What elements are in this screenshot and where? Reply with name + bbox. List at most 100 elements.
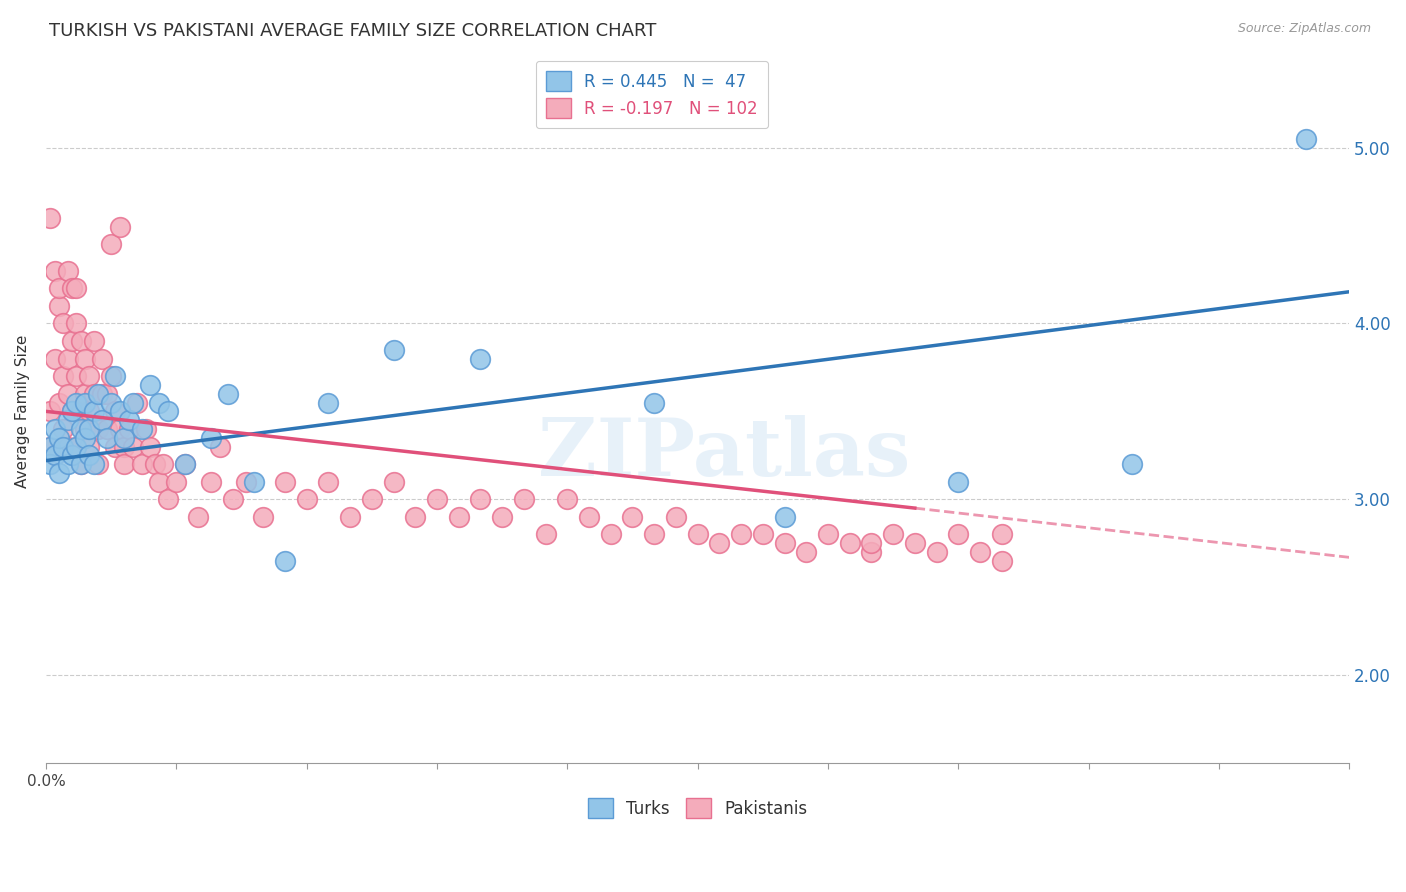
Point: [60, 448, 83, 462]
Point: [87, 386, 110, 401]
Point: [91, 413, 114, 427]
Point: [152, 457, 174, 471]
Point: [75, 395, 97, 409]
Point: [48, 395, 70, 409]
Point: [131, 457, 153, 471]
Point: [104, 404, 127, 418]
Point: [187, 509, 209, 524]
Point: [52, 317, 75, 331]
Point: [121, 395, 143, 409]
Point: [148, 475, 170, 489]
Point: [882, 527, 904, 541]
Point: [139, 440, 162, 454]
Point: [60, 404, 83, 418]
Point: [117, 422, 139, 436]
Point: [621, 509, 644, 524]
Point: [773, 509, 796, 524]
Point: [665, 509, 688, 524]
Point: [318, 475, 340, 489]
Point: [44, 422, 66, 436]
Point: [643, 527, 665, 541]
Point: [817, 527, 839, 541]
Point: [222, 492, 245, 507]
Point: [44, 448, 66, 462]
Point: [709, 536, 731, 550]
Point: [243, 475, 266, 489]
Point: [65, 369, 87, 384]
Point: [39, 404, 62, 418]
Point: [39, 440, 62, 454]
Point: [904, 536, 927, 550]
Point: [112, 457, 135, 471]
Point: [69, 457, 91, 471]
Point: [990, 527, 1012, 541]
Point: [65, 395, 87, 409]
Point: [39, 457, 62, 471]
Point: [208, 440, 231, 454]
Point: [470, 492, 492, 507]
Point: [83, 386, 105, 401]
Point: [360, 492, 382, 507]
Point: [252, 509, 274, 524]
Point: [174, 457, 197, 471]
Point: [165, 475, 187, 489]
Point: [1121, 457, 1143, 471]
Point: [65, 317, 87, 331]
Point: [79, 448, 101, 462]
Point: [56, 386, 79, 401]
Point: [96, 386, 118, 401]
Point: [83, 404, 105, 418]
Point: [79, 422, 101, 436]
Point: [75, 351, 97, 366]
Point: [75, 431, 97, 445]
Point: [274, 554, 297, 568]
Point: [794, 545, 817, 559]
Point: [100, 237, 122, 252]
Point: [135, 422, 157, 436]
Point: [44, 351, 66, 366]
Point: [139, 378, 162, 392]
Point: [52, 422, 75, 436]
Point: [56, 351, 79, 366]
Point: [318, 395, 340, 409]
Point: [534, 527, 557, 541]
Point: [69, 422, 91, 436]
Point: [131, 422, 153, 436]
Point: [75, 422, 97, 436]
Point: [382, 343, 405, 357]
Point: [48, 281, 70, 295]
Point: [83, 457, 105, 471]
Point: [60, 404, 83, 418]
Legend: Turks, Pakistanis: Turks, Pakistanis: [581, 791, 814, 825]
Point: [65, 440, 87, 454]
Point: [235, 475, 257, 489]
Point: [87, 422, 110, 436]
Point: [599, 527, 621, 541]
Point: [127, 395, 149, 409]
Text: Source: ZipAtlas.com: Source: ZipAtlas.com: [1237, 22, 1371, 36]
Point: [578, 509, 600, 524]
Point: [75, 386, 97, 401]
Point: [100, 369, 122, 384]
Point: [100, 395, 122, 409]
Point: [121, 440, 143, 454]
Point: [752, 527, 775, 541]
Point: [79, 440, 101, 454]
Point: [925, 545, 948, 559]
Point: [104, 440, 127, 454]
Point: [96, 431, 118, 445]
Point: [79, 369, 101, 384]
Point: [513, 492, 536, 507]
Point: [860, 545, 883, 559]
Point: [295, 492, 318, 507]
Point: [948, 475, 970, 489]
Point: [969, 545, 991, 559]
Point: [56, 413, 79, 427]
Point: [990, 554, 1012, 568]
Text: ZIPatlas: ZIPatlas: [537, 415, 910, 492]
Point: [773, 536, 796, 550]
Text: TURKISH VS PAKISTANI AVERAGE FAMILY SIZE CORRELATION CHART: TURKISH VS PAKISTANI AVERAGE FAMILY SIZE…: [49, 22, 657, 40]
Point: [555, 492, 578, 507]
Point: [200, 475, 222, 489]
Point: [91, 351, 114, 366]
